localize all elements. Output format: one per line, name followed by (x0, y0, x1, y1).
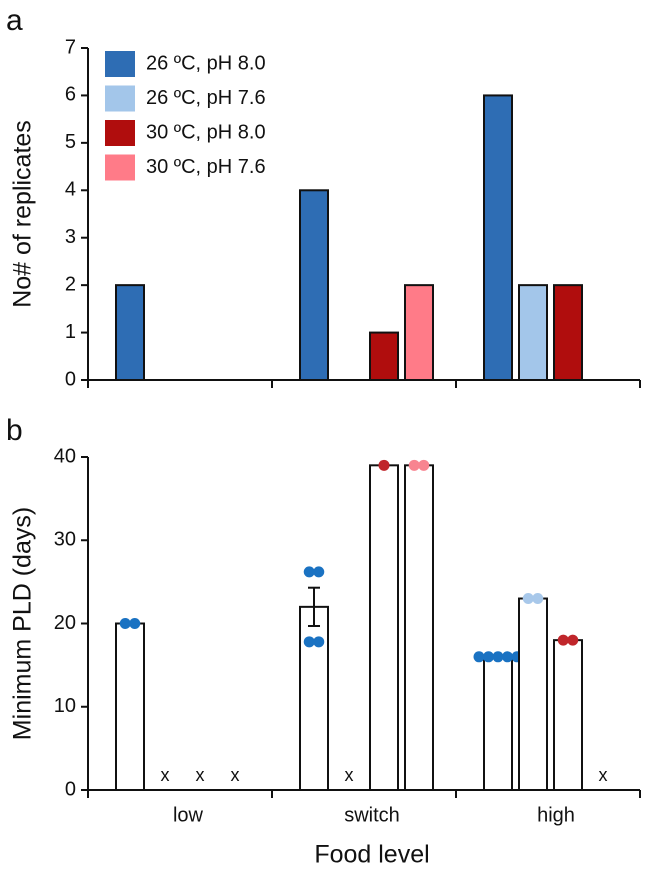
y-axis-title: No# of replicates (9, 120, 37, 308)
data-point (313, 566, 325, 578)
y-tick-label: 40 (54, 445, 76, 467)
data-point (303, 636, 315, 648)
y-tick-label: 4 (65, 179, 76, 201)
legend-label: 26 ºC, pH 8.0 (146, 52, 266, 74)
bar (553, 639, 583, 792)
legend-swatch (105, 120, 135, 146)
missing-marker: x (599, 765, 608, 785)
y-tick-label: 6 (65, 84, 76, 106)
y-tick-label: 7 (65, 36, 76, 58)
y-tick-label: 5 (65, 131, 76, 153)
x-tick-label: switch (344, 804, 400, 826)
panel-label: a (6, 4, 23, 37)
missing-marker: x (161, 765, 170, 785)
bar (518, 597, 548, 792)
x-tick-label: low (173, 804, 204, 826)
panel-label: b (6, 414, 23, 447)
y-tick-label: 20 (54, 612, 76, 634)
y-tick-label: 0 (65, 368, 76, 390)
bar (299, 189, 329, 381)
legend-label: 26 ºC, pH 7.6 (146, 87, 266, 109)
legend-label: 30 ºC, pH 8.0 (146, 121, 266, 143)
bar (553, 284, 583, 381)
y-tick-label: 10 (54, 695, 76, 717)
y-tick-label: 2 (65, 273, 76, 295)
y-axis-title: Minimum PLD (days) (9, 507, 37, 740)
data-point (492, 651, 504, 663)
data-point (418, 459, 430, 471)
bar (483, 655, 513, 791)
legend-swatch (105, 154, 135, 181)
legend-swatch (105, 85, 135, 112)
bar (299, 605, 329, 791)
data-point (129, 618, 141, 629)
missing-marker: x (231, 765, 240, 785)
legend-swatch (105, 51, 135, 77)
data-point (473, 651, 485, 663)
bar (518, 284, 548, 381)
bar (115, 284, 145, 381)
data-point (502, 651, 513, 663)
data-point (483, 651, 494, 663)
data-point (303, 566, 315, 578)
data-point (408, 459, 420, 471)
bar (115, 622, 145, 791)
bar (369, 464, 399, 791)
bar (369, 331, 399, 382)
bar (404, 464, 434, 791)
missing-marker: x (196, 765, 205, 785)
y-tick-label: 1 (65, 321, 76, 343)
y-tick-label: 0 (65, 778, 76, 800)
data-point (378, 459, 390, 471)
y-tick-label: 3 (65, 226, 76, 248)
data-point (313, 636, 325, 648)
x-tick-label: high (537, 804, 575, 826)
data-point (119, 618, 131, 629)
data-point (532, 593, 544, 605)
data-point (557, 634, 569, 646)
data-point (567, 634, 579, 646)
data-point (522, 593, 534, 605)
legend-label: 30 ºC, pH 7.6 (146, 156, 266, 178)
missing-marker: x (345, 765, 354, 785)
x-axis-title: Food level (314, 841, 429, 869)
y-tick-label: 30 (54, 529, 76, 551)
bar (483, 94, 513, 382)
bar (404, 284, 434, 381)
